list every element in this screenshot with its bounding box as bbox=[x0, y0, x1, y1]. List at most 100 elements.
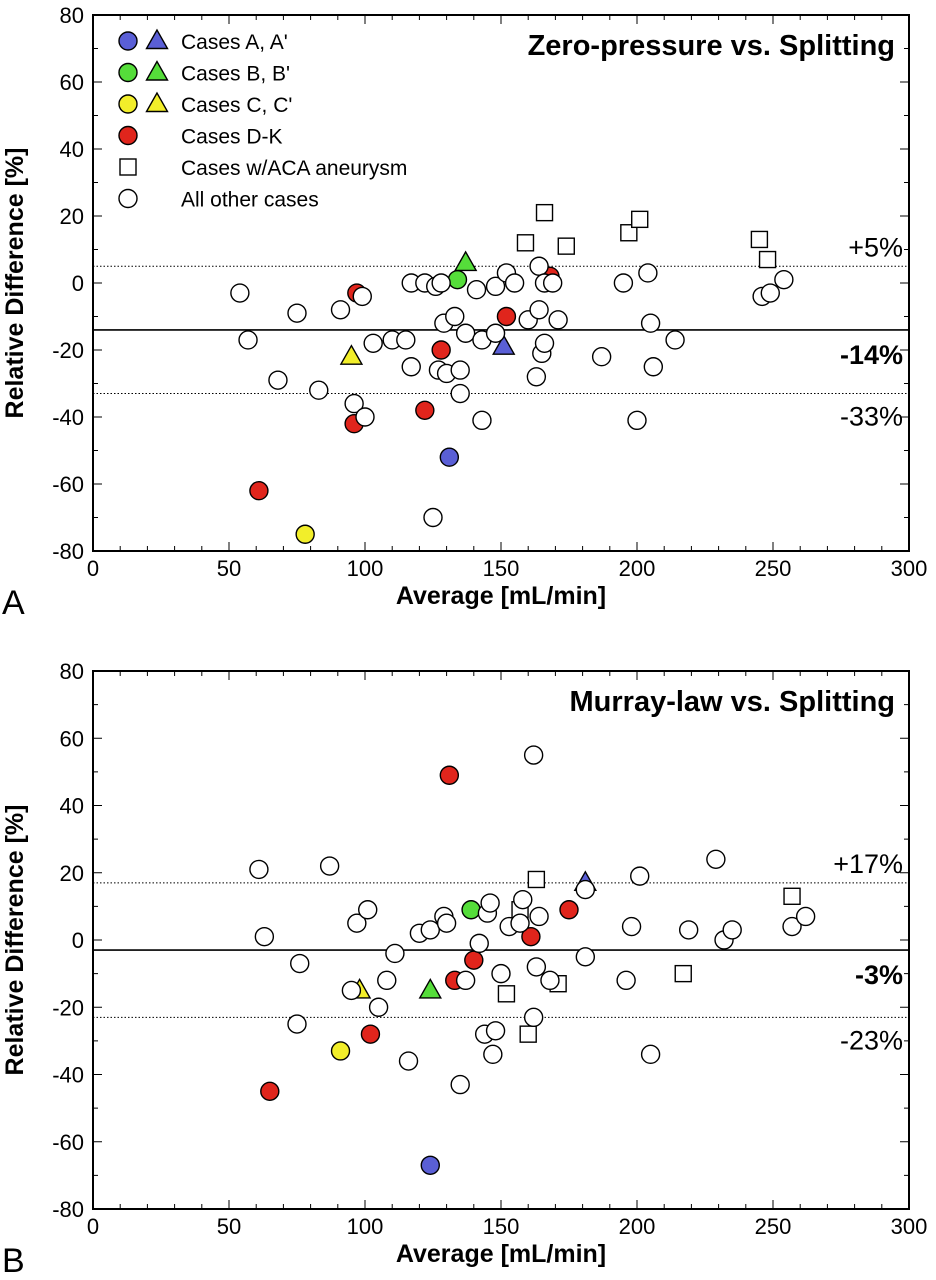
data-point-all-other-cases-circle bbox=[722, 920, 742, 940]
data-point-all-other-cases-circle bbox=[455, 970, 476, 991]
legend-marker-triangle bbox=[145, 60, 169, 81]
data-point-cases-a-a-triangle bbox=[492, 334, 516, 355]
data-point-all-other-cases-circle bbox=[431, 273, 451, 293]
data-point-cases-w-aca-aneurysm-square bbox=[620, 224, 638, 242]
data-point-all-other-cases-circle bbox=[529, 256, 549, 276]
data-point-cases-w-aca-aneurysm-square bbox=[516, 234, 535, 252]
data-point-cases-d-k-circle bbox=[439, 765, 460, 785]
data-point-all-other-cases-circle bbox=[575, 947, 596, 967]
y-tick-label: 0 bbox=[72, 271, 84, 296]
legend-marker-circle bbox=[118, 94, 138, 114]
y-tick-label: -20 bbox=[52, 338, 84, 363]
data-point-cases-d-k-circle bbox=[496, 306, 517, 327]
data-point-all-other-cases-circle bbox=[485, 323, 506, 343]
panel-letter: B bbox=[2, 1242, 25, 1280]
data-point-cases-d-k-circle bbox=[559, 900, 579, 920]
y-tick-label: 40 bbox=[60, 794, 84, 819]
y-tick-label: -80 bbox=[52, 539, 84, 564]
y-tick-label: -40 bbox=[52, 405, 84, 430]
data-point-cases-w-aca-aneurysm-square bbox=[750, 230, 769, 249]
data-point-all-other-cases-circle bbox=[466, 280, 487, 300]
data-point-all-other-cases-circle bbox=[616, 970, 636, 991]
data-point-cases-d-k-circle bbox=[415, 400, 435, 420]
data-point-cases-c-c-circle bbox=[330, 1041, 351, 1061]
x-axis-title: Average [mL/min] bbox=[396, 1240, 606, 1268]
y-tick-label: 60 bbox=[60, 70, 84, 95]
data-point-cases-c-c-triangle bbox=[339, 344, 364, 365]
y-tick-label: 20 bbox=[60, 204, 84, 229]
data-point-all-other-cases-circle bbox=[358, 900, 378, 920]
data-point-all-other-cases-circle bbox=[396, 330, 416, 350]
legend-label: Cases D-K bbox=[181, 126, 283, 149]
y-tick-label: 0 bbox=[72, 928, 84, 953]
data-point-all-other-cases-circle bbox=[534, 333, 555, 353]
legend-item-cases-c-c: Cases C, C' bbox=[118, 91, 292, 117]
data-point-all-other-cases-circle bbox=[782, 916, 802, 937]
data-point-all-other-cases-circle bbox=[529, 300, 549, 320]
data-point-all-other-cases-circle bbox=[377, 970, 397, 991]
data-point-all-other-cases-circle bbox=[450, 383, 470, 404]
data-point-cases-w-aca-aneurysm-square bbox=[535, 203, 554, 222]
legend-marker-square bbox=[119, 158, 137, 176]
x-tick-label: 50 bbox=[217, 1214, 241, 1239]
data-point-all-other-cases-circle bbox=[665, 330, 685, 350]
x-tick-label: 50 bbox=[217, 556, 241, 581]
data-point-all-other-cases-circle bbox=[319, 856, 340, 876]
data-point-all-other-cases-circle bbox=[523, 1007, 544, 1028]
x-tick-label: 300 bbox=[891, 556, 928, 581]
data-point-all-other-cases-circle bbox=[513, 889, 533, 910]
reference-line-label: -14% bbox=[840, 340, 903, 370]
legend-marker-circle bbox=[118, 62, 138, 83]
legend-label: All other cases bbox=[181, 189, 319, 212]
data-point-cases-b-b-circle bbox=[461, 900, 481, 920]
data-point-cases-d-k-circle bbox=[521, 926, 541, 947]
data-point-all-other-cases-circle bbox=[249, 859, 269, 880]
legend-item-all-other-cases: All other cases bbox=[118, 189, 319, 212]
data-point-all-other-cases-circle bbox=[398, 1051, 419, 1071]
data-point-all-other-cases-circle bbox=[627, 410, 647, 431]
legend-label: Cases A, A' bbox=[181, 31, 288, 54]
data-point-all-other-cases-circle bbox=[480, 893, 500, 913]
data-point-all-other-cases-circle bbox=[613, 273, 634, 293]
x-tick-label: 200 bbox=[619, 556, 656, 581]
data-point-cases-d-k-circle bbox=[260, 1081, 280, 1102]
data-point-all-other-cases-circle bbox=[355, 407, 375, 427]
legend-marker-circle bbox=[118, 125, 138, 146]
reference-line-label: +5% bbox=[848, 232, 903, 262]
reference-line-label: -3% bbox=[855, 960, 903, 990]
data-point-all-other-cases-circle bbox=[230, 283, 250, 303]
y-tick-label: -40 bbox=[52, 1063, 84, 1088]
legend-item-cases-d-k: Cases D-K bbox=[118, 125, 283, 149]
data-point-all-other-cases-circle bbox=[344, 393, 364, 414]
data-point-cases-a-a-circle bbox=[439, 447, 460, 467]
plot-frame bbox=[92, 670, 910, 1210]
x-tick-label: 100 bbox=[347, 556, 384, 581]
data-point-all-other-cases-circle bbox=[640, 1044, 661, 1065]
data-point-all-other-cases-circle bbox=[643, 357, 664, 377]
legend-marker-triangle bbox=[145, 28, 169, 50]
data-point-all-other-cases-circle bbox=[491, 963, 511, 984]
data-point-all-other-cases-circle bbox=[540, 970, 560, 991]
data-point-all-other-cases-circle bbox=[640, 313, 661, 333]
reference-line-label: +17% bbox=[833, 849, 903, 879]
data-point-cases-c-c-circle bbox=[295, 524, 315, 544]
reference-line-label: -23% bbox=[840, 1025, 903, 1055]
data-point-cases-w-aca-aneurysm-square bbox=[783, 887, 801, 905]
data-point-all-other-cases-circle bbox=[445, 306, 465, 327]
y-tick-label: -60 bbox=[52, 472, 84, 497]
legend-item-cases-a-a: Cases A, A' bbox=[118, 28, 288, 54]
data-point-all-other-cases-circle bbox=[504, 273, 525, 293]
data-point-cases-d-k-circle bbox=[360, 1024, 381, 1044]
data-point-all-other-cases-circle bbox=[795, 906, 816, 927]
data-point-all-other-cases-circle bbox=[368, 997, 389, 1017]
data-point-cases-b-b-circle bbox=[447, 269, 468, 290]
y-tick-label: -20 bbox=[52, 995, 84, 1020]
data-point-all-other-cases-circle bbox=[423, 507, 443, 528]
data-point-cases-w-aca-aneurysm-square bbox=[519, 1025, 537, 1043]
x-tick-label: 250 bbox=[755, 556, 792, 581]
data-point-all-other-cases-circle bbox=[529, 906, 549, 927]
data-point-all-other-cases-circle bbox=[420, 920, 440, 940]
data-point-cases-w-aca-aneurysm-square bbox=[631, 210, 649, 229]
x-tick-label: 250 bbox=[755, 1214, 792, 1239]
